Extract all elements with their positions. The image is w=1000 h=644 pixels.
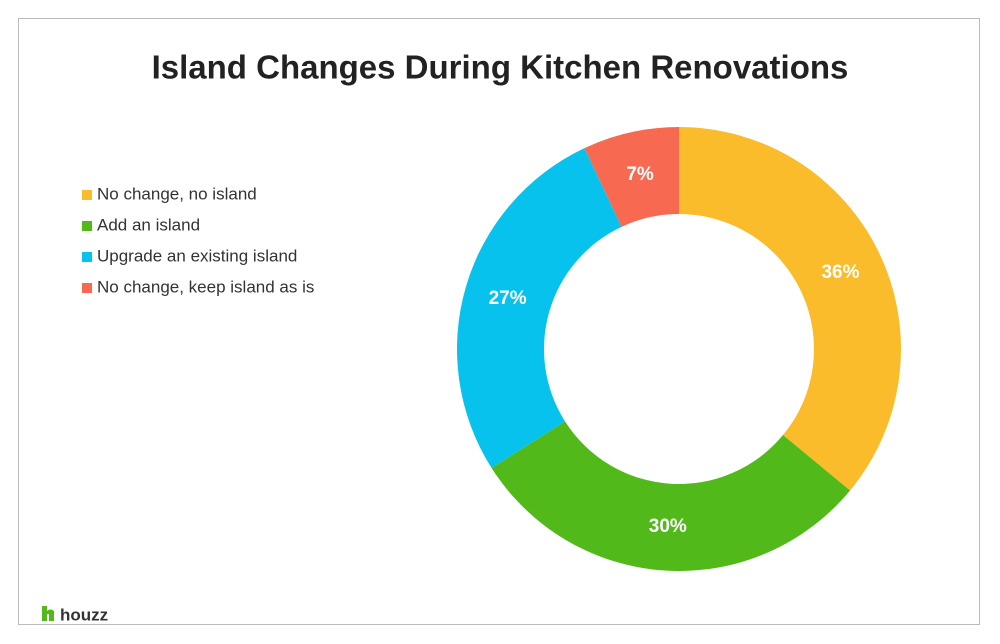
value-label: 30% [649,516,687,537]
value-label: 27% [489,288,527,309]
chart-title: Island Changes During Kitchen Renovation… [152,49,849,86]
legend-label: Add an island [97,215,200,234]
legend-label: No change, no island [97,184,257,203]
legend-key [82,221,92,231]
donut-slice [679,127,901,491]
value-label: 36% [821,262,859,283]
logo-icon [42,606,54,621]
value-label: 7% [626,164,654,185]
legend-key [82,283,92,293]
logo: houzz [60,605,108,624]
legend-key [82,252,92,262]
legend-label: No change, keep island as is [97,277,314,296]
donut-slice [456,148,622,468]
donut-slice [491,421,851,572]
legend-key [82,190,92,200]
donut-slice [584,127,679,227]
legend-label: Upgrade an existing island [97,246,297,265]
